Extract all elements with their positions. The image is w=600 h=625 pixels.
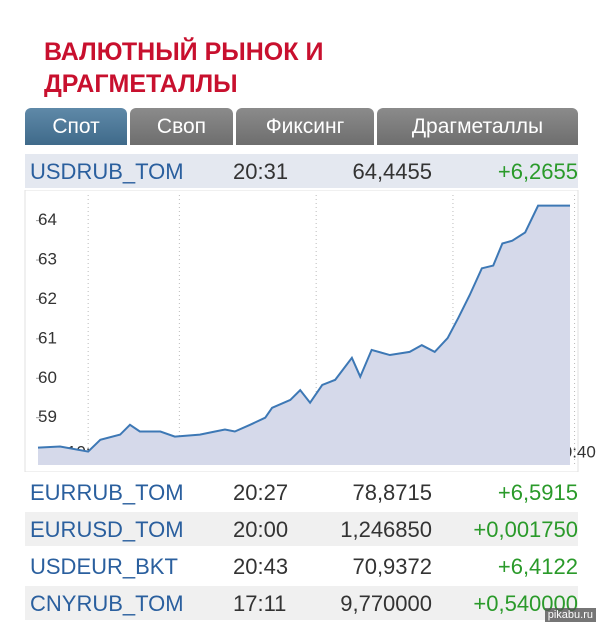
time: 20:43 [233, 554, 289, 579]
quote-row[interactable]: CNYRUB_TOM 17:11 9,770000 +0,540000 [25, 586, 578, 620]
price: 64,4455 [352, 159, 432, 184]
y-tick-label: 64 [38, 210, 57, 229]
area-fill [38, 205, 570, 465]
ticker: USDRUB_TOM [30, 159, 184, 184]
quote-row[interactable]: EURRUB_TOM 20:27 78,8715 +6,5915 [25, 475, 578, 509]
quote-row[interactable]: USDRUB_TOM 20:31 64,4455 +6,2655 [25, 154, 578, 188]
y-tick-label: 62 [38, 289, 57, 308]
change: +0,001750 [473, 517, 578, 542]
tab[interactable]: Драгметаллы [377, 108, 578, 145]
time: 20:27 [233, 480, 289, 505]
line [37, 204, 570, 453]
quote-row[interactable]: EURUSD_TOM 20:00 1,246850 +0,001750 [25, 512, 578, 546]
quote-row[interactable]: USDEUR_BKT 20:43 70,9372 +6,4122 [25, 549, 578, 583]
y-tick-label: 63 [38, 250, 57, 269]
tab[interactable]: Своп [130, 108, 233, 145]
change: +6,2655 [497, 159, 578, 184]
ticker: EURUSD_TOM [30, 517, 184, 542]
ticker: CNYRUB_TOM [30, 591, 184, 616]
tab[interactable]: Фиксинг [236, 108, 374, 145]
ticker: EURRUB_TOM [30, 480, 184, 505]
price: 70,9372 [352, 554, 432, 579]
ticker: USDEUR_BKT [30, 554, 178, 579]
tabs: Спот Своп Фиксинг Драгметаллы [25, 108, 578, 145]
y-tick-label: 60 [38, 368, 57, 387]
price: 9,770000 [340, 591, 432, 616]
time: 20:00 [233, 517, 289, 542]
change: +6,4122 [497, 554, 578, 579]
time: 17:11 [233, 591, 287, 616]
time: 20:31 [233, 159, 289, 184]
title: ВАЛЮТНЫЙ РЫНОК И ДРАГМЕТАЛЛЫ [44, 38, 324, 98]
price: 78,8715 [352, 480, 432, 505]
tab[interactable]: Спот [25, 108, 127, 145]
change: +6,5915 [497, 480, 578, 505]
y-tick-label: 61 [38, 328, 57, 347]
watermark: pikabu.ru [544, 608, 596, 622]
y-tick-label: 59 [38, 407, 57, 426]
price: 1,246850 [340, 517, 432, 542]
